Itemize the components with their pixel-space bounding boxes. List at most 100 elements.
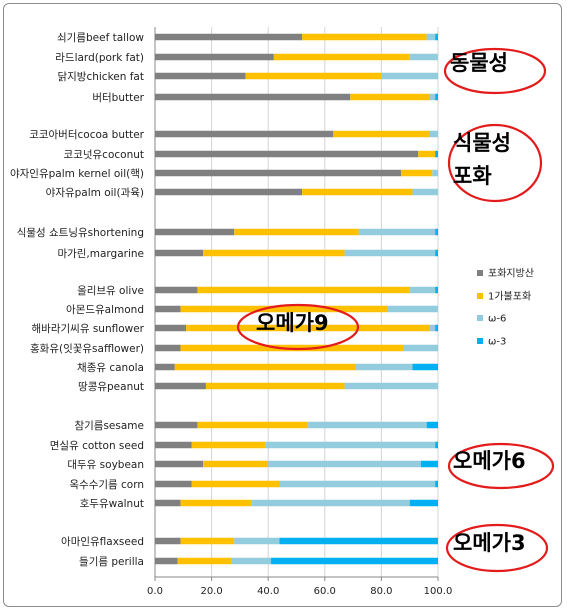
- bar-segment: [155, 150, 419, 158]
- category-label: 대두유 soybean: [67, 459, 144, 471]
- legend-swatch: [477, 315, 483, 321]
- annotation-ellipse: [443, 47, 547, 95]
- bar-segment: [265, 441, 436, 449]
- annotation-ellipse: [445, 523, 549, 573]
- bar-segment: [155, 557, 178, 565]
- bar-segment: [404, 344, 438, 352]
- bar-segment: [432, 169, 438, 177]
- x-tick-label: 20.0: [200, 586, 222, 597]
- bar-segment: [186, 324, 430, 332]
- x-tick-label: 0.0: [147, 586, 163, 597]
- bar-segment: [155, 421, 198, 429]
- legend-swatch: [477, 338, 483, 344]
- bar-segment: [155, 441, 192, 449]
- x-tick-label: 100.0: [424, 586, 453, 597]
- category-label: 라드lard(pork fat): [55, 52, 144, 64]
- category-label: 아몬드유almond: [66, 304, 144, 316]
- bar-segment: [426, 421, 438, 429]
- category-label: 야자유palm oil(과육): [46, 186, 144, 199]
- legend-label: ω-3: [488, 337, 506, 348]
- category-label: 버터butter: [92, 92, 144, 104]
- category-label: 땅콩유peanut: [78, 381, 144, 393]
- bar-segment: [271, 557, 438, 565]
- category-label: 올리브유 olive: [77, 285, 144, 297]
- annotation-label: 식물성: [453, 131, 511, 155]
- bar-segment: [155, 188, 303, 196]
- bar-segment: [412, 363, 438, 371]
- annotation-label: 동물성: [450, 51, 508, 75]
- bar-segment: [435, 441, 438, 449]
- annotation-ellipse: [236, 303, 360, 351]
- bar-segment: [429, 324, 436, 332]
- bar-segment: [251, 499, 410, 507]
- category-label: 해바라기씨유 sunflower: [32, 322, 145, 335]
- bar-segment: [429, 93, 436, 101]
- annotation-ellipse: [447, 123, 543, 203]
- bar-segment: [177, 557, 232, 565]
- category-label: 참기름sesame: [74, 420, 144, 432]
- category-label: 닭지방chicken fat: [57, 71, 144, 83]
- bar-segment: [155, 93, 351, 101]
- bar-segment: [191, 441, 266, 449]
- category-labels: 쇠기름beef tallow 라드lard(pork fat) 닭지방chicken…: [10, 32, 145, 568]
- bar-segment: [435, 93, 438, 101]
- annotation-label: 오메가9: [256, 311, 329, 335]
- bar-segment: [155, 363, 175, 371]
- bar-segment: [155, 228, 235, 236]
- annotation-label: 오메가3: [453, 531, 526, 555]
- x-tick-label: 40.0: [257, 586, 279, 597]
- legend-swatch: [477, 293, 483, 299]
- bar-segment: [302, 33, 427, 41]
- category-label: 야자인유palm kernel oil(핵): [10, 167, 144, 180]
- x-tick-label: 80.0: [370, 586, 392, 597]
- bar-segment: [180, 537, 235, 545]
- bar-segment: [355, 363, 413, 371]
- category-label: 아마인유flaxseed: [61, 536, 144, 548]
- annotation-ellipse: [447, 442, 555, 490]
- bar-segment: [435, 480, 438, 488]
- bar-segment: [155, 382, 206, 390]
- bar-segment: [279, 480, 436, 488]
- bar-segment: [435, 324, 438, 332]
- bar-segment: [435, 286, 438, 294]
- bar-segment: [203, 249, 345, 257]
- category-label: 옥수수기름 corn: [69, 479, 144, 491]
- bar-segment: [426, 33, 436, 41]
- bar-segment: [155, 169, 402, 177]
- legend-swatch: [477, 270, 483, 276]
- annotation-label: 포화: [453, 164, 492, 188]
- bar-segment: [245, 72, 382, 80]
- bar-segment: [155, 305, 181, 313]
- bar-segment: [155, 460, 204, 468]
- bar-segment: [412, 188, 438, 196]
- bar-segment: [234, 228, 359, 236]
- bar-segment: [155, 344, 181, 352]
- bar-segment: [435, 249, 438, 257]
- legend: 포화지방산 1가불포화 ω-6 ω-3: [477, 268, 534, 348]
- bar-segment: [350, 93, 430, 101]
- bar-segment: [435, 150, 438, 158]
- bar-segment: [409, 499, 438, 507]
- bar-segment: [197, 286, 410, 294]
- bar-segment: [273, 53, 410, 61]
- bar-segment: [387, 305, 438, 313]
- bar-segment: [435, 228, 438, 236]
- bar-segment: [180, 499, 252, 507]
- bar-segment: [231, 557, 272, 565]
- bar-segment: [268, 460, 422, 468]
- bar-segment: [155, 33, 303, 41]
- bar-segment: [401, 169, 433, 177]
- bar-segment: [381, 72, 438, 80]
- category-label: 코코아버터cocoa butter: [29, 129, 144, 141]
- category-label: 홍화유(잇꽃유safflower): [30, 342, 144, 355]
- gridlines: [154, 27, 439, 577]
- bar-segment: [279, 537, 438, 545]
- bar-segment: [409, 286, 436, 294]
- category-label: 호두유walnut: [80, 498, 144, 510]
- bars: [155, 33, 438, 565]
- bar-segment: [302, 188, 413, 196]
- category-label: 채종유 canola: [77, 362, 144, 374]
- bar-segment: [234, 537, 280, 545]
